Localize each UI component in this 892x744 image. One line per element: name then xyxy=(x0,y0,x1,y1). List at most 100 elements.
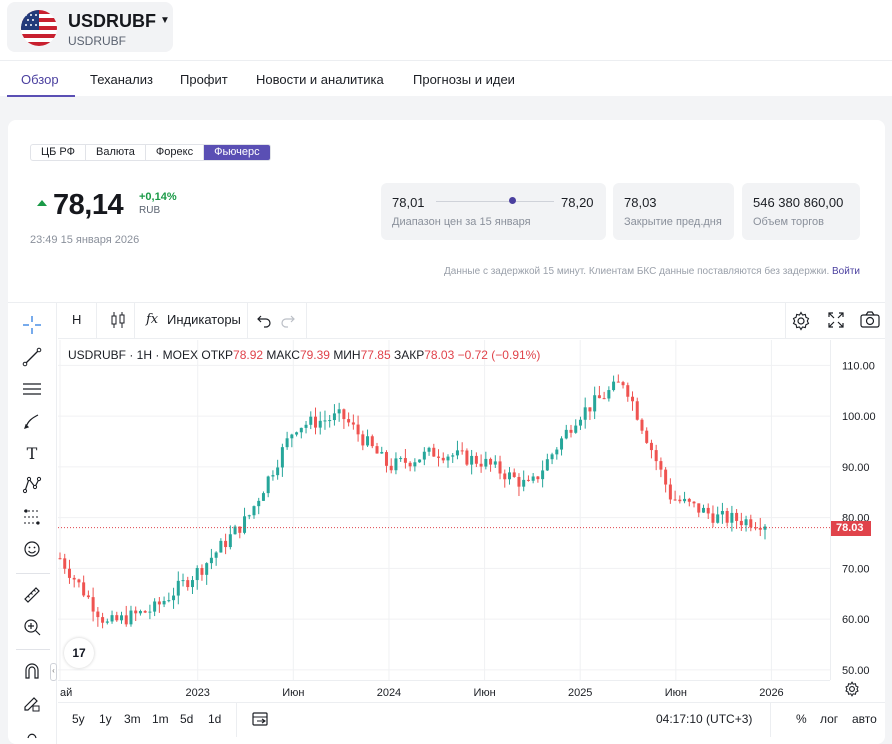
period-1d[interactable]: 1d xyxy=(208,712,222,726)
price-chart[interactable] xyxy=(58,340,830,680)
current-price: 78,14 xyxy=(53,189,124,221)
undo-icon[interactable] xyxy=(256,311,272,332)
candle-body xyxy=(143,611,147,613)
candle-body xyxy=(101,617,105,623)
candle-body xyxy=(692,501,696,504)
tab-tech-analysis[interactable]: Теханализ xyxy=(90,72,153,87)
period-5d[interactable]: 5d xyxy=(180,712,194,726)
drawing-toolbar: T xyxy=(8,303,57,744)
tab-overview[interactable]: Обзор xyxy=(21,72,59,87)
candle-body xyxy=(67,568,71,578)
segment-currency[interactable]: Валюта xyxy=(86,145,146,160)
candle-body xyxy=(583,407,587,420)
tradingview-logo[interactable]: 17 xyxy=(64,638,94,668)
scale-log[interactable]: лог xyxy=(820,712,839,726)
candle-body xyxy=(394,458,398,471)
prev-close-label: Закрытие пред.дня xyxy=(624,216,722,228)
scale-percent[interactable]: % xyxy=(796,712,807,726)
segment-cbr[interactable]: ЦБ РФ xyxy=(31,145,86,160)
x-tick-label: Июн xyxy=(473,687,495,699)
x-tick-label: 2023 xyxy=(185,687,209,699)
candle-body xyxy=(489,458,493,465)
candle-body xyxy=(564,429,568,439)
candle-body xyxy=(446,456,450,461)
tab-profit[interactable]: Профит xyxy=(180,72,228,87)
candle-body xyxy=(399,458,403,460)
projection-icon[interactable] xyxy=(20,505,44,529)
fullscreen-icon[interactable] xyxy=(827,311,845,332)
candle-body xyxy=(63,558,67,569)
axis-settings-gear-icon[interactable] xyxy=(844,681,860,702)
date-range-icon[interactable] xyxy=(251,711,269,730)
redo-icon[interactable] xyxy=(280,311,296,332)
login-link[interactable]: Войти xyxy=(832,266,860,277)
crosshair-icon[interactable] xyxy=(20,313,44,337)
more-tools-icon[interactable] xyxy=(20,723,44,744)
camera-icon[interactable] xyxy=(860,311,880,332)
candle-body xyxy=(190,580,194,588)
delay-note: Данные с задержкой 15 минут. Клиентам БК… xyxy=(444,266,860,277)
candle-body xyxy=(659,461,663,470)
x-tick-label: 2025 xyxy=(568,687,592,699)
indicators-button[interactable]: Индикаторы xyxy=(167,312,241,327)
ticker-selector[interactable]: USDRUBF ▼ USDRUBF xyxy=(7,2,173,52)
fib-lines-icon[interactable] xyxy=(20,377,44,401)
candle-body xyxy=(290,434,294,439)
lock-draw-icon[interactable] xyxy=(20,691,44,715)
candle-body xyxy=(209,557,213,564)
candle-body xyxy=(233,526,237,535)
scale-auto[interactable]: авто xyxy=(852,712,877,726)
interval-button[interactable]: H xyxy=(72,312,82,327)
period-1m[interactable]: 1m xyxy=(152,712,169,726)
period-5y[interactable]: 5y xyxy=(72,712,85,726)
candle-body xyxy=(58,558,62,560)
segment-futures[interactable]: Фьючерс xyxy=(204,145,270,160)
candles-icon[interactable] xyxy=(110,310,126,333)
chart-scroll-handle[interactable]: ‹ xyxy=(50,663,57,681)
period-1y[interactable]: 1y xyxy=(99,712,112,726)
candle-body xyxy=(238,526,242,533)
candle-body xyxy=(285,438,289,448)
brush-icon[interactable] xyxy=(20,409,44,433)
tab-news[interactable]: Новости и аналитика xyxy=(256,72,384,87)
y-tick-label: 70.00 xyxy=(842,563,870,575)
candle-body xyxy=(257,500,261,507)
magnet-icon[interactable] xyxy=(20,659,44,683)
pattern-icon[interactable] xyxy=(20,473,44,497)
candle-body xyxy=(252,506,256,516)
candle-body xyxy=(711,513,715,523)
candle-body xyxy=(318,420,322,428)
candle-body xyxy=(120,615,124,621)
zoom-in-icon[interactable] xyxy=(20,615,44,639)
toolbar-divider xyxy=(236,703,237,737)
candle-body xyxy=(200,568,204,575)
delay-text: Данные с задержкой 15 минут. Клиентам БК… xyxy=(444,266,830,277)
indicators-icon[interactable]: fx xyxy=(146,312,159,327)
us-flag-icon xyxy=(21,10,57,46)
legend-symbol: USDRUBF · 1H · MOEX xyxy=(68,348,199,362)
candle-body xyxy=(332,413,336,421)
trend-line-icon[interactable] xyxy=(20,345,44,369)
candle-body xyxy=(342,409,346,420)
ticker-subtitle: USDRUBF xyxy=(68,34,127,48)
candle-body xyxy=(470,455,474,465)
caret-down-icon[interactable]: ▼ xyxy=(160,15,170,26)
period-3m[interactable]: 3m xyxy=(124,712,141,726)
emoji-icon[interactable] xyxy=(20,537,44,561)
toolbar-divider xyxy=(16,573,50,574)
tab-forecasts[interactable]: Прогнозы и идеи xyxy=(413,72,515,87)
chart-widget: T xyxy=(8,302,885,744)
segment-forex[interactable]: Форекс xyxy=(146,145,205,160)
candle-body xyxy=(280,447,284,468)
candle-body xyxy=(380,452,384,454)
time-axis[interactable]: ай 2023 Июн 2024 Июн 2025 Июн 2026 xyxy=(58,680,830,702)
day-range-box: 78,01 78,20 Диапазон цен за 15 января xyxy=(381,183,606,240)
candle-body xyxy=(541,470,545,480)
settings-gear-icon[interactable] xyxy=(791,311,811,334)
chart-clock[interactable]: 04:17:10 (UTC+3) xyxy=(656,712,753,726)
text-tool-icon[interactable]: T xyxy=(26,443,38,463)
candle-body xyxy=(545,459,549,471)
currency-label: RUB xyxy=(139,205,161,216)
ruler-icon[interactable] xyxy=(20,583,44,607)
